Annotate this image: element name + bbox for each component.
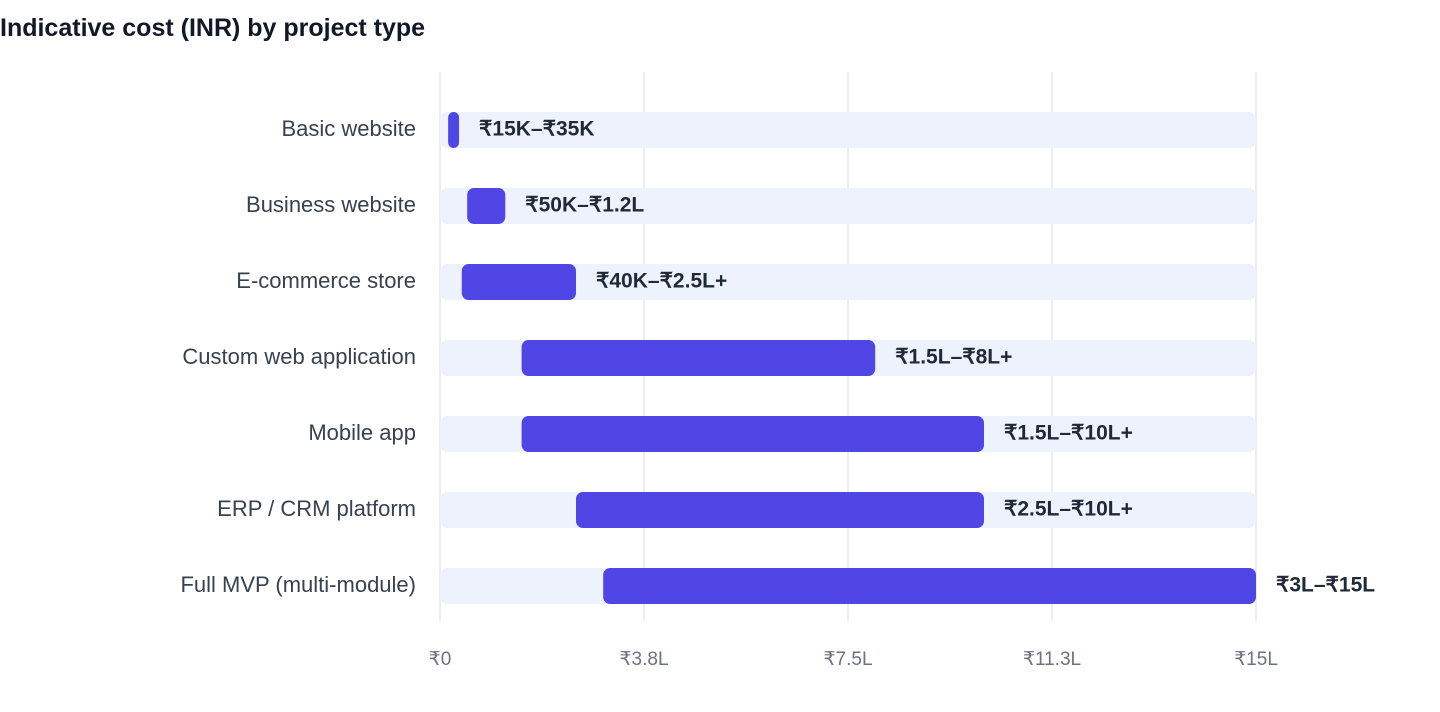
category-label: Custom web application: [182, 344, 416, 369]
value-label: ₹15K–₹35K: [479, 118, 594, 141]
range-bar: [521, 416, 984, 452]
range-bar: [576, 492, 984, 528]
category-label: E-commerce store: [236, 268, 416, 293]
range-bar: [603, 568, 1256, 604]
category-label: Business website: [246, 192, 416, 217]
x-tick-label: ₹15L: [1234, 649, 1278, 670]
category-label: Mobile app: [308, 420, 416, 445]
x-tick-label: ₹0: [429, 649, 452, 670]
range-bar: [448, 112, 460, 148]
range-bar: [467, 188, 506, 224]
x-tick-label: ₹7.5L: [823, 649, 872, 670]
value-label: ₹40K–₹2.5L+: [596, 270, 727, 293]
category-label: Full MVP (multi-module): [180, 572, 416, 597]
value-label: ₹1.5L–₹8L+: [895, 346, 1012, 369]
range-bar: [521, 340, 876, 376]
value-label: ₹2.5L–₹10L+: [1004, 498, 1133, 521]
chart-title: Indicative cost (INR) by project type: [0, 14, 426, 42]
bar-track: [440, 264, 1256, 300]
x-tick-label: ₹11.3L: [1023, 649, 1081, 670]
bar-track: [440, 188, 1256, 224]
value-label: ₹3L–₹15L: [1276, 574, 1375, 597]
bar-track: [440, 112, 1256, 148]
value-label: ₹50K–₹1.2L: [525, 194, 644, 217]
category-label: Basic website: [281, 116, 416, 141]
category-label: ERP / CRM platform: [217, 496, 416, 521]
x-tick-label: ₹3.8L: [619, 649, 668, 670]
range-bar: [461, 264, 576, 300]
value-label: ₹1.5L–₹10L+: [1004, 422, 1133, 445]
